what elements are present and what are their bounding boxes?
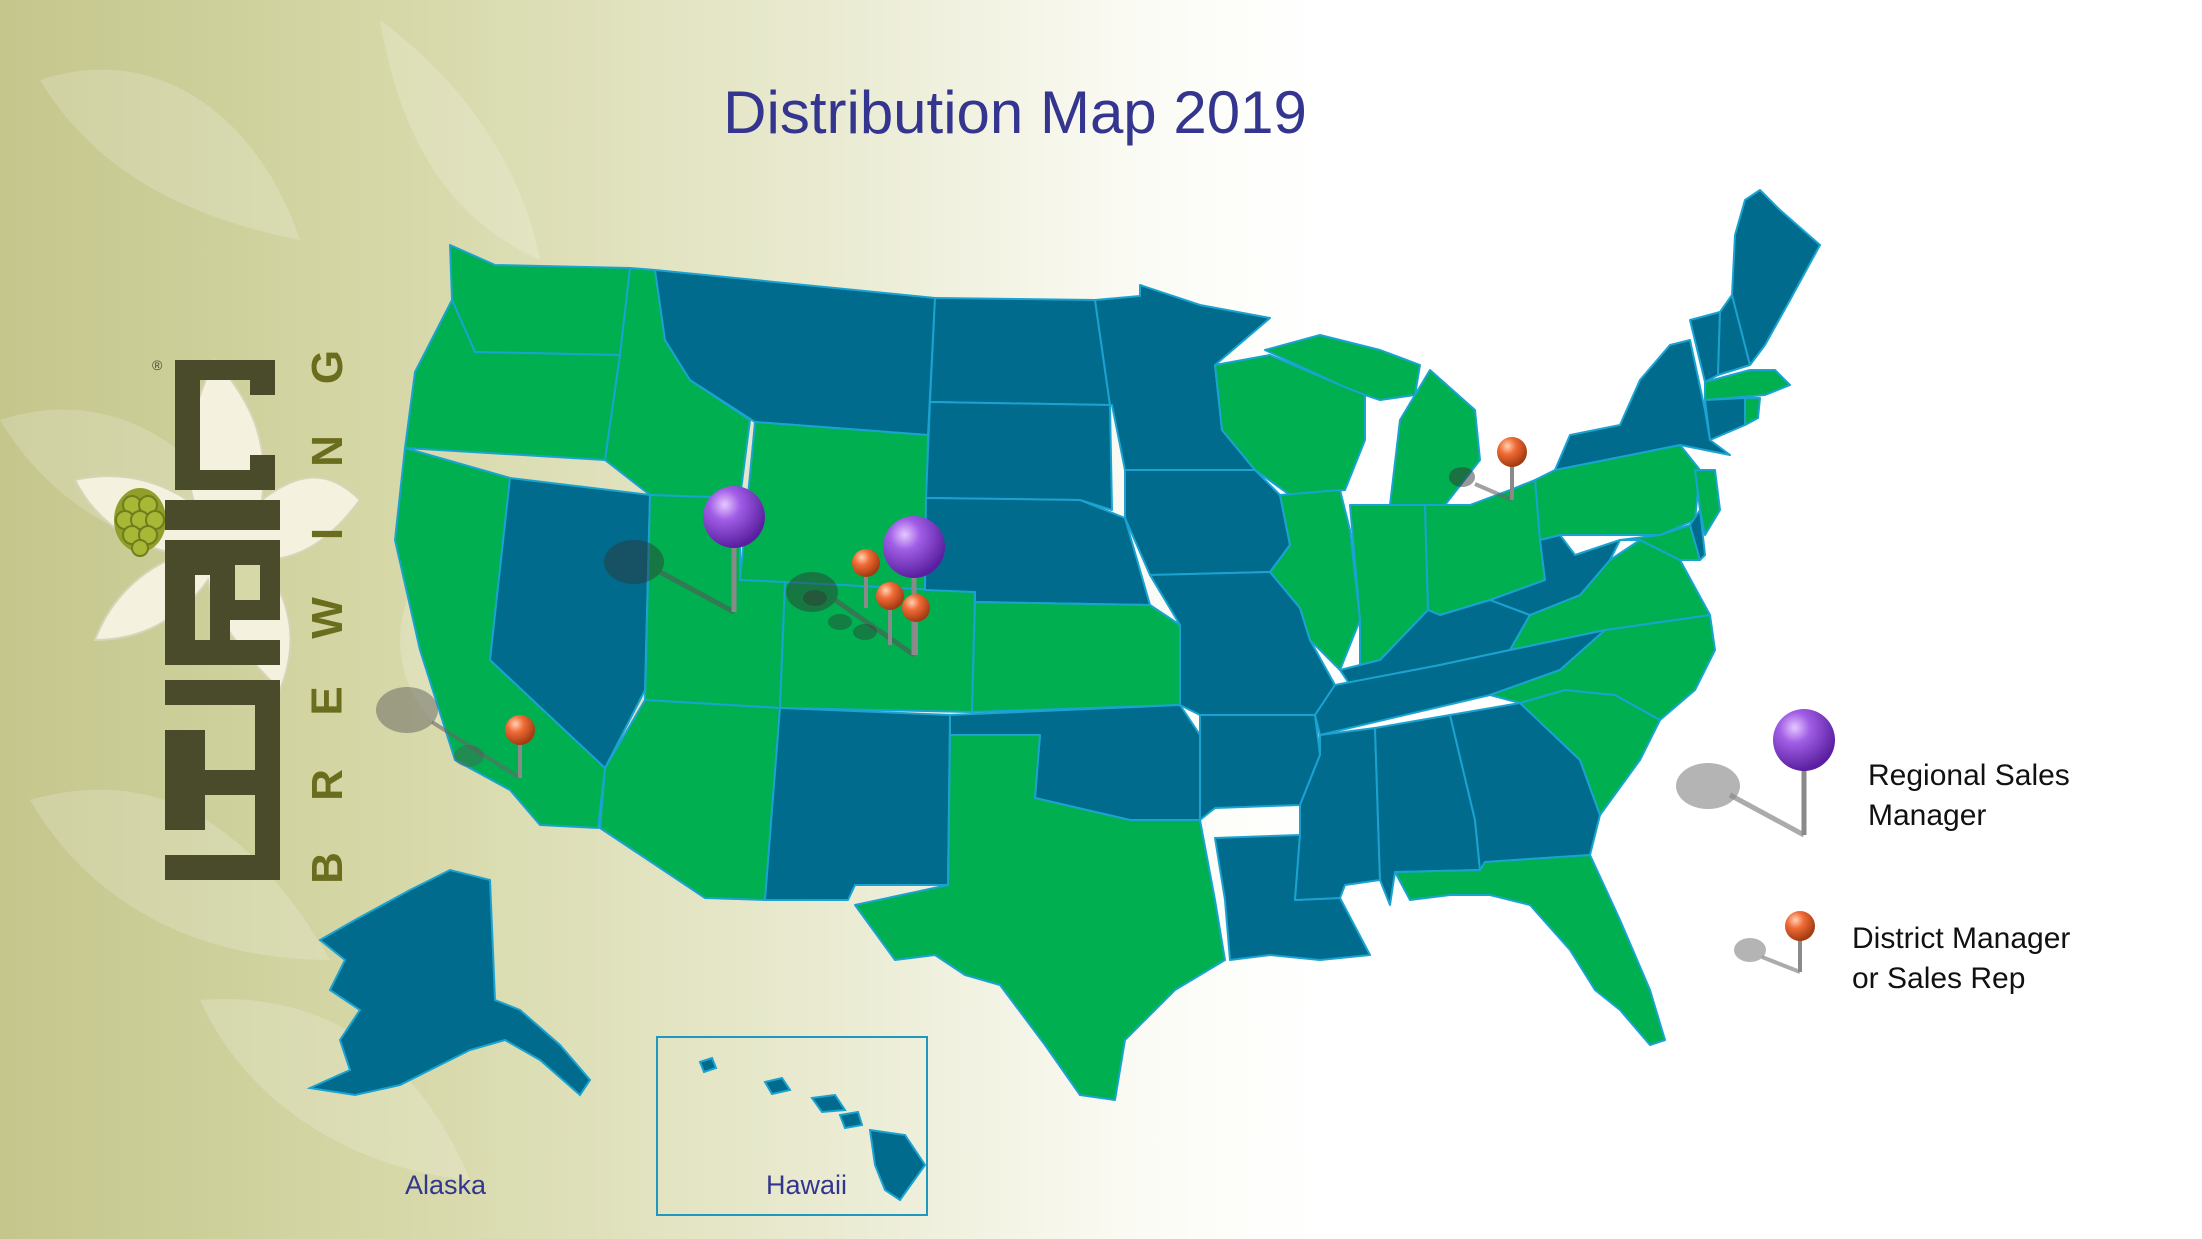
state-new-jersey (1694, 469, 1721, 536)
district-pin-colorado-2 (828, 582, 904, 645)
legend-district-line2: or Sales Rep (1852, 962, 2026, 995)
state-illinois (1269, 489, 1361, 671)
state-rhode-island (1744, 397, 1761, 426)
orange-pin-icon (1734, 911, 1815, 974)
district-pin-ohio (1449, 437, 1527, 502)
state-south-dakota (925, 401, 1113, 511)
regional-pin-utah (604, 486, 765, 615)
state-maine (1731, 189, 1821, 366)
legend-district-line1: District Manager (1852, 922, 2071, 955)
legend-regional-line2: Manager (1868, 799, 1987, 832)
state-nevada (489, 477, 651, 769)
state-florida (1394, 854, 1666, 1046)
state-alaska (306, 868, 592, 1097)
state-wisconsin (1214, 354, 1366, 496)
alaska-label: Alaska (405, 1170, 487, 1200)
state-north-carolina (1489, 614, 1716, 721)
registered-mark: ® (152, 357, 163, 373)
legend-regional: Regional Sales Manager (1868, 756, 2070, 836)
hawaii-inset-frame (656, 1036, 928, 1216)
state-delaware (1689, 509, 1706, 561)
state-hawaii (698, 1056, 927, 1202)
state-west-virginia (1489, 534, 1621, 616)
hawaii-label: Hawaii (766, 1170, 848, 1200)
purple-pin-icon (1676, 709, 1835, 838)
epic-wordmark (165, 360, 280, 880)
legend-district: District Manager or Sales Rep (1852, 919, 2070, 999)
state-texas (854, 734, 1226, 1101)
page-title: Distribution Map 2019 (723, 79, 1307, 146)
district-pin-colorado-1 (803, 549, 880, 608)
legend-regional-line1: Regional Sales (1868, 759, 2070, 792)
district-pin-california (376, 687, 535, 780)
state-new-york (1554, 339, 1731, 471)
district-pin-colorado-3 (853, 594, 930, 655)
